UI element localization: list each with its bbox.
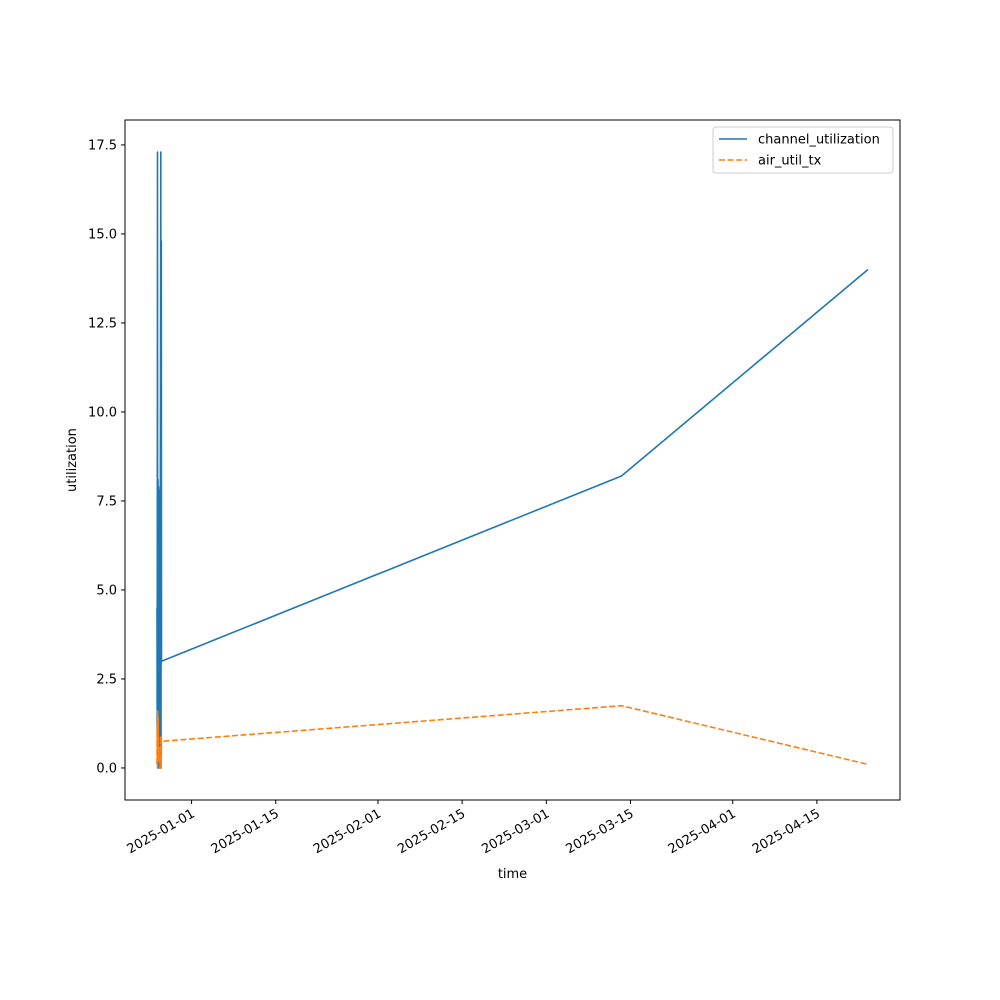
legend-label-channel_utilization: channel_utilization xyxy=(758,133,880,148)
y-tick-label: 12.5 xyxy=(88,316,117,331)
y-tick-label: 15.0 xyxy=(88,227,117,242)
y-axis: 0.0 2.5 5.0 7.5 10.0 12.5 15.0 17.5 xyxy=(88,138,125,776)
y-tick-label: 0.0 xyxy=(96,761,117,776)
y-tick-label: 2.5 xyxy=(96,672,117,687)
x-axis-title: time xyxy=(498,867,527,882)
plot-area xyxy=(156,151,869,769)
y-tick-label: 5.0 xyxy=(96,583,117,598)
series-line-air_util_tx xyxy=(156,704,869,769)
legend: channel_utilization air_util_tx xyxy=(712,126,894,174)
y-tick-label: 7.5 xyxy=(96,494,117,509)
series-line-channel_utilization xyxy=(156,151,869,769)
plot-frame xyxy=(124,119,901,801)
legend-label-air_util_tx: air_util_tx xyxy=(758,154,822,169)
y-tick-label: 17.5 xyxy=(88,138,117,153)
y-axis-title: utilization xyxy=(65,428,80,492)
y-tick-label: 10.0 xyxy=(88,405,117,420)
legend-box xyxy=(712,126,894,174)
